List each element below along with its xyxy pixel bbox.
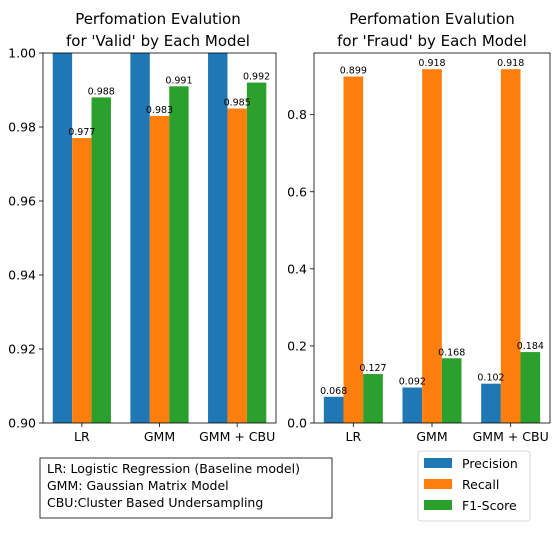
left-bar-recall-1 (149, 115, 170, 423)
left-y-tick-label-3: 0.96 (8, 194, 36, 209)
right-bar-recall-1 (422, 69, 442, 423)
left-bar-recall-0 (72, 138, 92, 423)
right-bar-f1-score-0 (363, 374, 383, 423)
left-bar-precision-0 (52, 53, 73, 423)
left-x-tick-label-0: LR (74, 429, 90, 444)
right-bar-f1-score-2 (520, 352, 541, 423)
right-data-label-f1-score-1: 0.168 (438, 347, 465, 358)
left-chart-plot: 0.977 0.988 LR 0.983 0.991 GMM 0.985 0.992 GMM +… (8, 46, 277, 444)
legend-label-recall: Recall (462, 477, 499, 492)
legend-swatch-precision (424, 458, 452, 468)
left-y-tick-label-1: 0.92 (8, 342, 36, 357)
left-data-label-recall-2: 0.985 (224, 98, 251, 109)
left-chart-title-line2: for 'Valid' by Each Model (66, 32, 250, 50)
legend: Precision Recall F1-Score (417, 450, 531, 522)
left-x-tick-label-1: GMM (144, 429, 175, 444)
right-axes-frame (313, 52, 551, 424)
right-x-tick-label-0: LR (346, 429, 362, 444)
right-data-label-recall-2: 0.918 (497, 58, 524, 69)
left-chart-title-line1: Perfomation Evalution (75, 10, 241, 28)
right-y-tick-label-3: 0.6 (287, 184, 307, 199)
left-data-label-f1-score-0: 0.988 (88, 86, 115, 97)
left-y-tick-label-5: 1.00 (8, 46, 36, 61)
left-bar-f1-score-0 (91, 97, 111, 423)
right-bar-precision-0 (323, 396, 344, 423)
left-data-label-f1-score-1: 0.991 (165, 75, 192, 86)
left-bar-precision-2 (208, 53, 228, 423)
right-y-tick-label-2: 0.4 (287, 261, 307, 276)
legend-label-f1: F1-Score (462, 498, 517, 513)
right-data-label-recall-0: 0.899 (340, 66, 367, 77)
left-bar-f1-score-2 (246, 82, 267, 423)
note-line-3: CBU:Cluster Based Undersampling (47, 495, 263, 510)
left-y-tick-label-2: 0.94 (8, 268, 36, 283)
right-chart-bars (323, 69, 541, 423)
right-chart-plot: 0.068 0.899 0.127 LR 0.092 0.918 0.168 GMM 0.102… (287, 52, 551, 444)
left-x-tick-label-2: GMM + CBU (199, 429, 275, 444)
left-data-label-recall-0: 0.977 (68, 127, 95, 138)
right-bar-precision-2 (481, 383, 501, 423)
note-box (39, 457, 333, 519)
left-bar-precision-1 (130, 53, 150, 423)
abbreviation-note: LR: Logistic Regression (Baseline model)… (39, 457, 333, 519)
right-data-label-f1-score-2: 0.184 (517, 341, 544, 352)
right-y-tick-label-1: 0.2 (287, 338, 307, 353)
left-bar-f1-score-1 (169, 86, 189, 423)
right-data-label-precision-2: 0.102 (477, 373, 504, 384)
right-data-label-precision-0: 0.068 (320, 386, 347, 397)
right-y-tick-label-0: 0.0 (287, 416, 307, 431)
left-y-tick-label-0: 0.90 (8, 416, 36, 431)
left-bar-recall-2 (227, 108, 247, 423)
legend-swatch-recall (424, 479, 452, 489)
right-data-label-f1-score-0: 0.127 (359, 363, 386, 374)
right-bar-recall-0 (343, 76, 364, 423)
right-y-tick-label-4: 0.8 (287, 107, 307, 122)
left-chart-bars (52, 53, 267, 423)
right-chart-title-line1: Perfomation Evalution (349, 10, 515, 28)
right-bar-precision-1 (402, 387, 423, 423)
right-data-label-precision-1: 0.092 (399, 377, 426, 388)
legend-label-precision: Precision (462, 456, 518, 471)
note-line-1: LR: Logistic Regression (Baseline model) (47, 461, 300, 476)
left-data-label-recall-1: 0.983 (146, 105, 173, 116)
left-y-tick-label-4: 0.98 (8, 120, 36, 135)
right-data-label-recall-1: 0.918 (418, 58, 445, 69)
left-data-label-f1-score-2: 0.992 (243, 72, 270, 83)
right-bar-recall-2 (500, 69, 521, 423)
right-x-tick-label-1: GMM (416, 429, 447, 444)
left-axes-frame (42, 52, 277, 424)
right-chart-title-line2: for 'Fraud' by Each Model (337, 32, 527, 50)
note-line-2: GMM: Gaussian Matrix Model (47, 478, 229, 493)
legend-swatch-f1 (424, 500, 452, 510)
right-bar-f1-score-1 (441, 358, 462, 423)
right-x-tick-label-2: GMM + CBU (473, 429, 549, 444)
